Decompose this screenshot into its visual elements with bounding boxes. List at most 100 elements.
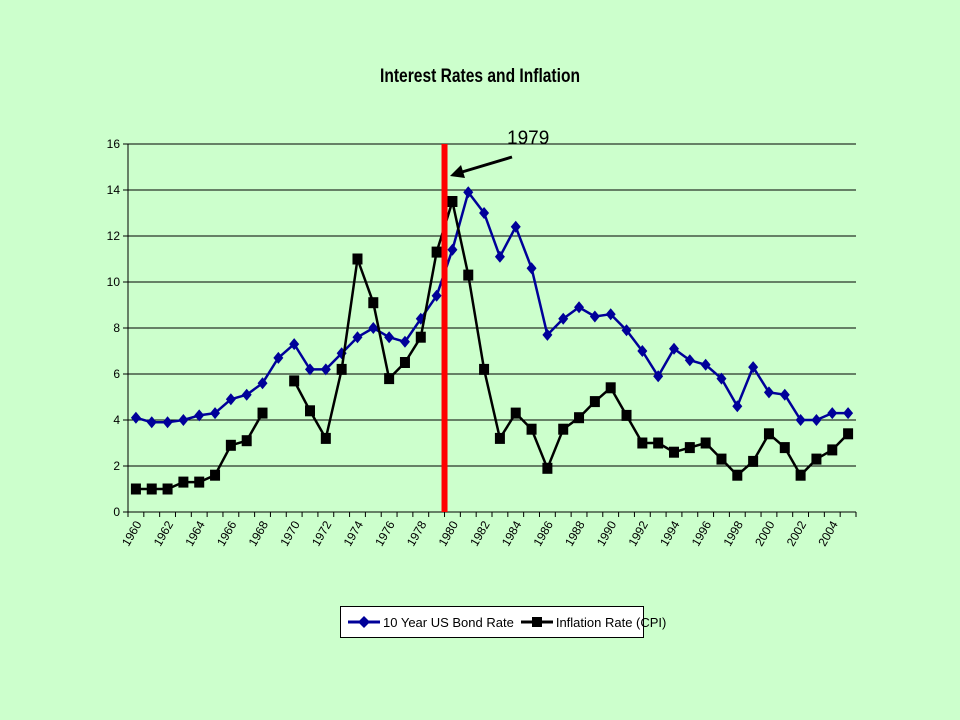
series	[130, 186, 854, 495]
y-tick-label-2: 2	[113, 459, 120, 473]
series-0	[130, 186, 854, 429]
data-point-square-1998	[732, 469, 743, 481]
x-tick-label-1992: 1992	[625, 518, 651, 548]
x-tick-label-1984: 1984	[499, 518, 525, 548]
y-tick-label-6: 6	[113, 367, 120, 381]
data-point-diamond-1966	[225, 393, 236, 406]
data-point-diamond-1992	[637, 345, 648, 357]
legend-marker-diamond-icon	[348, 616, 380, 628]
data-point-square-2005	[843, 428, 854, 440]
data-point-square-1962	[162, 483, 173, 495]
data-point-square-1975	[368, 297, 379, 309]
data-point-diamond-2000	[763, 386, 774, 399]
data-point-diamond-1970	[289, 338, 300, 351]
data-point-square-2003	[811, 453, 822, 465]
x-tick-label-2000: 2000	[752, 518, 778, 548]
data-point-square-1988	[574, 412, 585, 424]
legend-entry-inflation: Inflation Rate (CPI)	[520, 615, 666, 630]
data-point-diamond-2002	[795, 414, 806, 426]
data-point-square-1979	[431, 246, 442, 258]
data-point-diamond-2001	[779, 388, 790, 401]
data-point-square-1968	[257, 407, 268, 419]
data-point-square-1976	[384, 373, 395, 385]
data-point-diamond-2004	[827, 407, 838, 420]
annotation-arrow-head-icon	[450, 165, 465, 178]
x-tick-label-1964: 1964	[182, 518, 208, 548]
annotation-1979	[441, 144, 513, 512]
data-point-square-1984	[510, 407, 521, 419]
data-point-square-1967	[241, 435, 252, 447]
data-point-diamond-1977	[399, 335, 410, 348]
data-point-square-1986	[542, 462, 553, 474]
y-tick-labels: 0 2 4 6 8 10 12 14 16	[107, 137, 121, 519]
data-point-square-1982	[479, 363, 490, 375]
x-tick-labels: 1960 1962 1964 1966 1968 1970 1972 1974 1976 1978…	[119, 518, 841, 548]
x-tick-label-1968: 1968	[246, 518, 272, 548]
data-point-diamond-1975	[368, 322, 379, 334]
data-point-diamond-1980	[447, 243, 458, 256]
data-point-square-1961	[146, 483, 157, 495]
data-point-diamond-1965	[210, 407, 221, 420]
data-point-square-1974	[352, 253, 363, 265]
data-point-square-1996	[700, 437, 711, 449]
data-point-diamond-1969	[273, 351, 284, 364]
data-point-square-1992	[637, 437, 648, 449]
data-point-diamond-1990	[605, 308, 616, 321]
data-point-square-1983	[494, 432, 505, 444]
data-point-diamond-2003	[811, 414, 822, 426]
y-tick-label-16: 16	[107, 137, 121, 151]
data-point-square-2002	[795, 469, 806, 481]
data-point-square-1994	[669, 446, 679, 458]
x-tick-label-1996: 1996	[689, 518, 715, 548]
x-tick-label-1962: 1962	[151, 518, 177, 548]
x-tick-label-2002: 2002	[784, 518, 810, 548]
data-point-diamond-1967	[241, 388, 252, 401]
data-point-square-1993	[653, 437, 664, 449]
x-tick-label-1986: 1986	[531, 518, 557, 548]
data-point-diamond-1972	[320, 363, 331, 376]
data-point-diamond-1989	[589, 310, 600, 323]
data-point-diamond-1999	[748, 361, 759, 374]
data-point-square-1972	[320, 432, 331, 444]
x-tick-label-1960: 1960	[119, 518, 145, 548]
data-point-square-2000	[763, 428, 774, 440]
y-tick-label-4: 4	[113, 413, 120, 427]
data-point-diamond-1968	[257, 377, 268, 390]
data-point-square-1966	[225, 439, 236, 451]
data-point-diamond-1979	[431, 289, 442, 302]
x-tick-label-1982: 1982	[467, 518, 493, 548]
data-point-diamond-1988	[574, 301, 585, 314]
x-tick-label-1972: 1972	[309, 518, 335, 548]
data-point-diamond-1962	[162, 416, 173, 429]
annotation-arrow-shaft	[461, 155, 513, 174]
data-point-diamond-1996	[700, 358, 711, 371]
x-tick-label-1974: 1974	[341, 518, 367, 548]
x-tick-label-1978: 1978	[404, 518, 430, 548]
x-tick-label-1970: 1970	[277, 518, 303, 548]
data-point-square-2001	[779, 442, 790, 454]
series-1	[130, 196, 854, 495]
data-point-square-1965	[210, 469, 221, 481]
data-point-square-1985	[526, 423, 537, 435]
annotation-label-1979: 1979	[507, 128, 550, 149]
x-tick-label-1980: 1980	[436, 518, 462, 548]
data-point-square-1987	[558, 423, 569, 435]
data-point-square-1960	[130, 483, 141, 495]
y-tick-label-14: 14	[107, 183, 121, 197]
data-point-diamond-1998	[732, 400, 743, 413]
y-tick-label-0: 0	[113, 505, 120, 519]
chart-legend: 10 Year US Bond Rate Inflation Rate (CPI…	[340, 606, 666, 638]
y-tick-label-12: 12	[107, 229, 121, 243]
data-point-square-1978	[415, 331, 426, 343]
x-tick-label-2004: 2004	[815, 518, 841, 548]
series-line-0	[135, 191, 849, 424]
data-point-diamond-1964	[194, 409, 205, 422]
grid-lines	[128, 143, 856, 467]
data-point-square-1964	[194, 476, 205, 488]
data-point-diamond-1984	[510, 220, 521, 233]
data-point-square-1990	[605, 382, 616, 394]
chart-title: Interest Rates and Inflation	[380, 66, 580, 87]
data-point-square-1981	[463, 269, 474, 281]
